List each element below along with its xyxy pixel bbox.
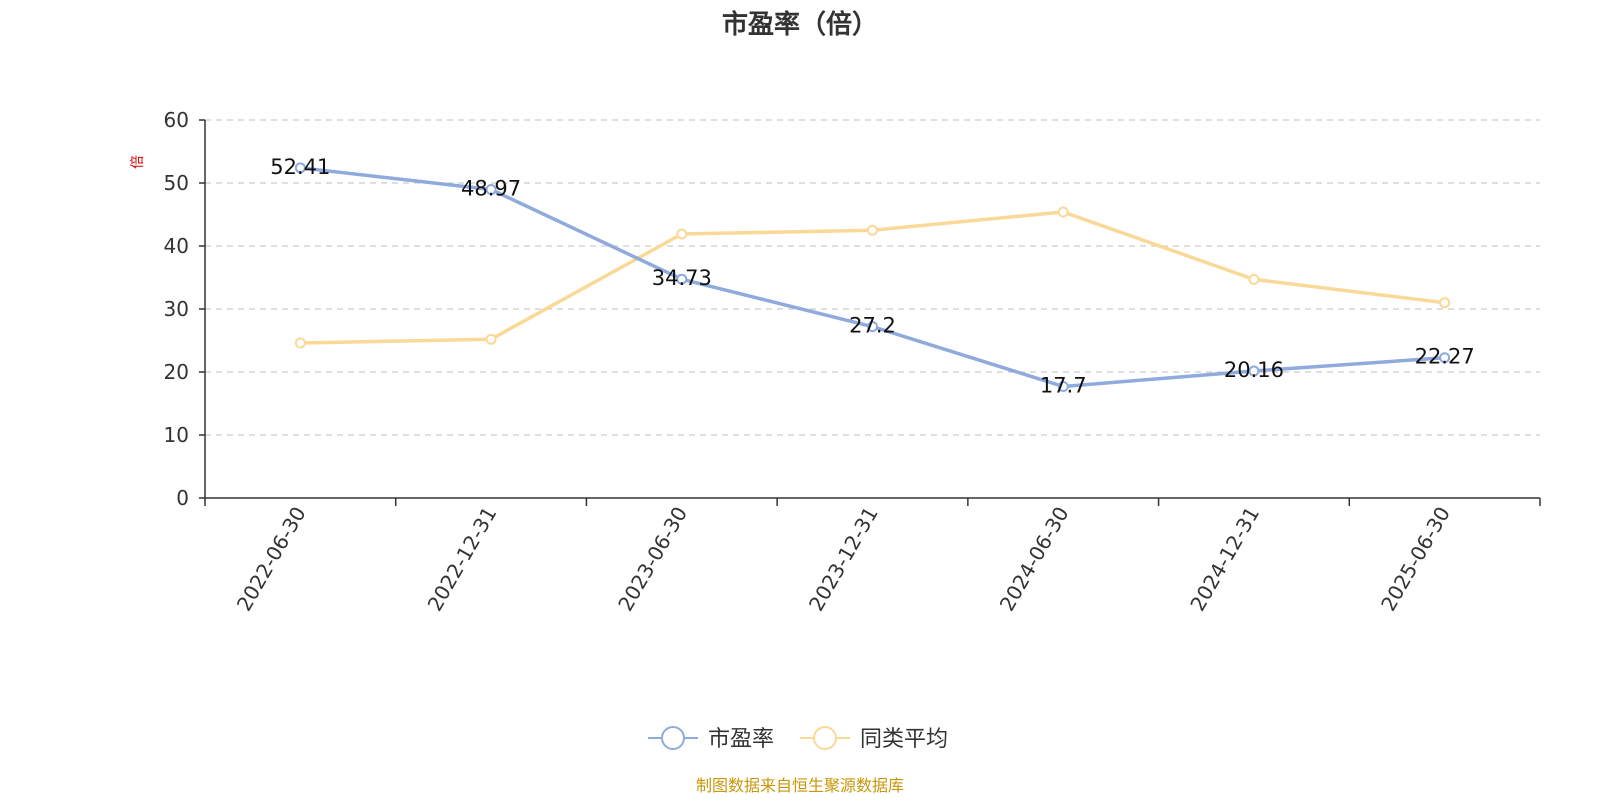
legend-marker (813, 726, 837, 750)
legend-item[interactable]: 市盈率 (648, 726, 774, 752)
data-point[interactable] (1057, 380, 1069, 392)
x-tick-label: 2024-12-31 (1185, 503, 1264, 616)
x-tick-label: 2022-06-30 (232, 503, 311, 616)
legend[interactable]: 市盈率 同类平均 (648, 726, 948, 752)
y-tick-label: 40 (164, 234, 189, 258)
x-tick-label: 2025-06-30 (1376, 503, 1455, 616)
data-points (294, 162, 1451, 392)
data-point[interactable] (294, 337, 306, 349)
legend-marker (661, 726, 685, 750)
data-point[interactable] (1248, 273, 1260, 285)
series-line-0 (300, 166, 1445, 389)
source-note: 制图数据来自恒生聚源数据库 (696, 776, 904, 795)
y-tick-label: 10 (164, 423, 189, 447)
data-point[interactable] (294, 162, 306, 174)
legend-label: 市盈率 (708, 727, 774, 752)
chart-title: 市盈率（倍） (722, 9, 878, 40)
y-axis-label: 倍 (130, 155, 146, 169)
y-tick-label: 50 (164, 171, 189, 195)
data-label: 22.27 (1415, 345, 1475, 369)
x-tick-label: 2023-06-30 (613, 503, 692, 616)
x-tick-label: 2024-06-30 (995, 503, 1074, 616)
data-label: 34.73 (652, 266, 712, 290)
data-label: 17.7 (1040, 373, 1087, 397)
series-lines (300, 166, 1445, 389)
data-label: 20.16 (1224, 358, 1284, 382)
legend-label: 同类平均 (860, 727, 948, 752)
legend-item[interactable]: 同类平均 (800, 726, 948, 752)
data-label: 27.2 (849, 314, 896, 338)
grid-lines (205, 119, 1540, 436)
data-point[interactable] (1439, 297, 1451, 309)
data-point[interactable] (867, 224, 878, 236)
data-point[interactable] (1057, 206, 1069, 218)
data-point[interactable] (867, 321, 878, 333)
data-point[interactable] (1439, 352, 1451, 364)
x-tick-label: 2023-12-31 (804, 503, 883, 616)
data-point[interactable] (485, 183, 497, 195)
y-tick-label: 60 (164, 108, 189, 132)
axes (199, 119, 1541, 506)
data-label: 52.41 (270, 155, 330, 179)
data-label: 48.97 (461, 176, 521, 200)
y-tick-label: 20 (164, 360, 189, 384)
data-labels: 52.41 48.97 34.73 27.2 17.7 20.16 22.27 (270, 155, 1474, 398)
data-point[interactable] (1248, 365, 1260, 377)
x-tick-label: 2022-12-31 (422, 502, 501, 615)
data-point[interactable] (676, 228, 688, 240)
data-point[interactable] (676, 273, 688, 285)
y-tick-label: 30 (164, 297, 189, 321)
data-point[interactable] (485, 333, 497, 345)
y-tick-label: 0 (176, 486, 189, 510)
